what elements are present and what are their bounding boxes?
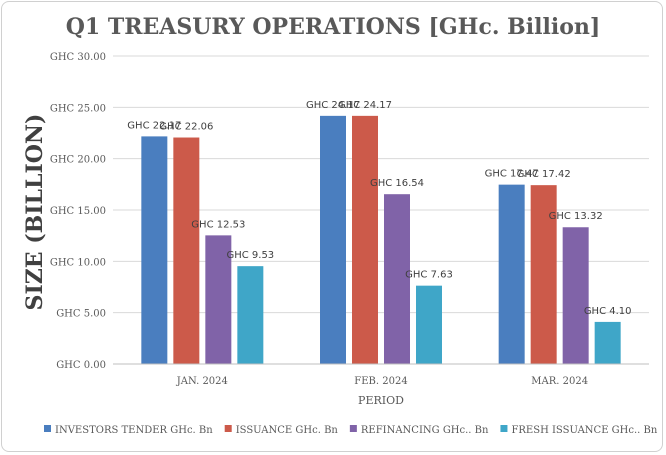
legend-swatch bbox=[500, 425, 508, 432]
x-axis-title: PERIOD bbox=[358, 394, 404, 407]
data-label: GHC 17.47 bbox=[485, 169, 539, 180]
x-tick-label: MAR. 2024 bbox=[531, 376, 588, 387]
legend-label: REFINANCING GHc.. Bn bbox=[361, 425, 489, 436]
y-tick-label: GHC 25.00 bbox=[50, 103, 106, 114]
bar bbox=[320, 115, 346, 364]
legend: INVESTORS TENDER GHc. Bn ISSUANCE GHc. Bn… bbox=[44, 425, 658, 436]
bar bbox=[530, 185, 557, 364]
legend-label: INVESTORS TENDER GHc. Bn bbox=[55, 425, 213, 436]
data-label: GHC 4.10 bbox=[584, 306, 632, 317]
y-tick-label: GHC 0.00 bbox=[56, 360, 106, 371]
data-label: GHC 22.17 bbox=[127, 120, 181, 131]
data-label: GHC 12.53 bbox=[191, 219, 245, 230]
bar bbox=[384, 194, 410, 364]
bar bbox=[498, 184, 525, 364]
legend-label: FRESH ISSUANCE GHc.. Bn bbox=[511, 425, 657, 436]
bar bbox=[173, 137, 200, 364]
y-tick-label: GHC 10.00 bbox=[50, 257, 106, 268]
bars bbox=[141, 115, 621, 364]
legend-label: ISSUANCE GHc. Bn bbox=[236, 425, 339, 436]
data-label: GHC 16.54 bbox=[370, 178, 424, 189]
legend-swatch bbox=[224, 425, 232, 432]
data-label: GHC 7.63 bbox=[405, 270, 453, 281]
x-tick-label: FEB. 2024 bbox=[354, 376, 407, 387]
y-axis-title: SIZE (BILLION) bbox=[22, 114, 48, 311]
axes: GHC 0.00 GHC 5.00 GHC 10.00 GHC 15.00 GHC 20… bbox=[50, 52, 649, 387]
bar bbox=[562, 227, 589, 364]
data-label: GHC 9.53 bbox=[226, 250, 274, 261]
bar bbox=[594, 321, 621, 364]
y-tick-label: GHC 30.00 bbox=[50, 52, 106, 63]
data-label: GHC 22.06 bbox=[159, 122, 213, 133]
chart-title: Q1 TREASURY OPERATIONS [GHc. Billion] bbox=[66, 14, 601, 40]
x-tick-label: JAN. 2024 bbox=[176, 376, 228, 387]
data-label: GHC 24.17 bbox=[338, 100, 392, 111]
bar bbox=[205, 235, 232, 364]
bar bbox=[352, 115, 378, 364]
data-label: GHC 17.42 bbox=[517, 169, 571, 180]
y-tick-label: GHC 20.00 bbox=[50, 155, 106, 166]
legend-swatch bbox=[349, 425, 357, 432]
legend-swatch bbox=[44, 425, 51, 432]
bar bbox=[237, 266, 264, 364]
bar bbox=[141, 136, 168, 364]
data-label: GHC 13.32 bbox=[549, 211, 603, 222]
gridlines bbox=[113, 55, 649, 314]
y-tick-label: GHC 15.00 bbox=[50, 206, 106, 217]
y-tick-label: GHC 5.00 bbox=[56, 309, 106, 320]
bar bbox=[416, 285, 442, 364]
data-label: GHC 24.17 bbox=[306, 100, 360, 111]
